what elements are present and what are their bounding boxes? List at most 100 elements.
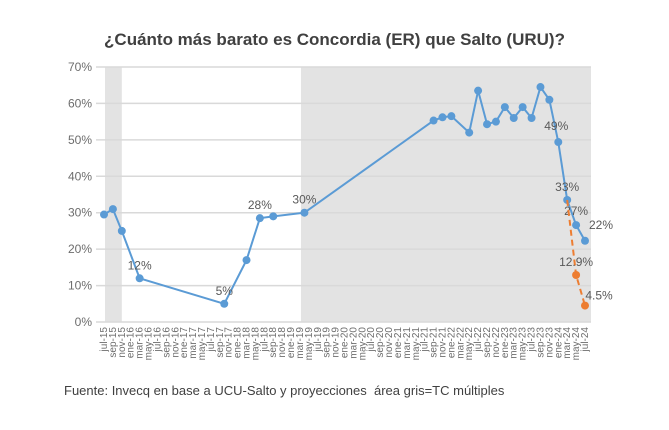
x-tick-label: mar-18 — [242, 327, 253, 359]
x-tick-label: mar-19 — [295, 327, 306, 359]
data-label: 49% — [544, 119, 568, 133]
data-label: 33% — [555, 180, 579, 194]
data-point — [135, 274, 144, 283]
data-label: 30% — [292, 193, 316, 207]
data-point — [255, 214, 264, 223]
x-tick-label: ene-20 — [340, 327, 351, 359]
x-tick-label: sep-21 — [429, 327, 440, 358]
data-point — [581, 236, 589, 245]
y-tick-label: 60% — [68, 96, 92, 110]
data-label: 5% — [216, 284, 234, 298]
shaded-period — [300, 67, 591, 322]
x-tick-label: mar-21 — [402, 327, 413, 359]
data-label: 28% — [248, 198, 272, 212]
data-point — [108, 205, 117, 214]
x-tick-label: may-20 — [357, 327, 368, 361]
y-tick-label: 30% — [68, 206, 92, 220]
y-tick-label: 70% — [68, 60, 92, 74]
data-label: 12% — [128, 258, 152, 272]
x-tick-label: mar-24 — [562, 327, 573, 359]
x-tick-label: ene-19 — [286, 327, 297, 359]
x-tick-label: mar-16 — [135, 327, 146, 359]
data-point — [554, 138, 563, 147]
x-tick-label: jul-18 — [259, 327, 270, 353]
x-tick-label: nov-16 — [170, 327, 181, 358]
data-point — [438, 113, 447, 122]
data-point — [527, 114, 536, 122]
data-point — [509, 114, 518, 122]
x-tick-label: sep-15 — [108, 327, 119, 358]
data-point — [572, 271, 581, 280]
shaded-period — [105, 67, 122, 322]
data-point — [465, 128, 474, 137]
data-point — [117, 226, 126, 235]
x-tick-label: ene-22 — [446, 327, 457, 359]
shading-note: área gris=TC múltiples — [374, 383, 505, 398]
x-tick-label: jul-21 — [420, 327, 431, 353]
x-tick-label: jul-17 — [206, 327, 217, 353]
y-tick-label: 50% — [68, 133, 92, 147]
data-point — [545, 95, 554, 104]
x-tick-label: mar-20 — [348, 327, 359, 359]
x-tick-label: may-16 — [144, 327, 155, 361]
x-tick-label: sep-17 — [215, 327, 226, 358]
chart-title: ¿Cuánto más barato es Concordia (ER) que… — [104, 30, 565, 49]
x-tick-label: ene-16 — [126, 327, 137, 359]
x-tick-label: sep-18 — [268, 327, 279, 358]
x-tick-label: may-17 — [197, 327, 208, 361]
x-tick-label: jul-16 — [152, 327, 163, 353]
x-tick-label: jul-23 — [527, 327, 538, 353]
data-point — [518, 103, 527, 112]
data-point — [100, 210, 108, 219]
x-tick-label: sep-20 — [375, 327, 386, 358]
y-tick-label: 20% — [68, 242, 92, 256]
data-label: 4.5% — [585, 289, 613, 303]
x-tick-label: may-21 — [411, 327, 422, 361]
x-tick-label: sep-16 — [161, 327, 172, 358]
data-point — [581, 301, 589, 310]
x-tick-label: sep-22 — [482, 327, 493, 358]
x-tick-label: nov-19 — [331, 327, 342, 358]
x-tick-label: ene-18 — [233, 327, 244, 359]
x-tick-label: nov-18 — [277, 327, 288, 358]
x-tick-label: jul-24 — [580, 327, 591, 353]
x-tick-label: nov-17 — [224, 327, 235, 358]
x-tick-label: ene-23 — [500, 327, 511, 359]
data-point — [536, 83, 545, 92]
x-tick-label: may-22 — [464, 327, 475, 361]
data-point — [300, 208, 309, 217]
x-tick-label: may-18 — [250, 327, 261, 361]
x-tick-label: mar-23 — [509, 327, 520, 359]
x-tick-label: sep-23 — [535, 327, 546, 358]
x-tick-label: may-19 — [304, 327, 315, 361]
y-tick-label: 10% — [68, 279, 92, 293]
data-point — [483, 120, 492, 129]
y-tick-label: 0% — [75, 315, 93, 329]
x-tick-label: jul-22 — [473, 327, 484, 353]
x-tick-label: nov-20 — [384, 327, 395, 358]
data-label: 12.9% — [559, 255, 593, 269]
x-tick-label: nov-15 — [117, 327, 128, 358]
data-label: 22% — [589, 218, 613, 232]
data-point — [447, 112, 456, 121]
x-tick-label: may-24 — [571, 327, 582, 361]
data-point — [242, 256, 251, 265]
x-tick-label: ene-24 — [553, 327, 564, 359]
x-tick-label: jul-15 — [99, 327, 110, 353]
x-tick-label: nov-22 — [491, 327, 502, 358]
data-point — [491, 117, 500, 126]
x-tick-label: jul-19 — [313, 327, 324, 353]
data-point — [269, 212, 278, 221]
x-tick-label: ene-21 — [393, 327, 404, 359]
data-point — [572, 221, 581, 230]
x-tick-label: ene-17 — [179, 327, 190, 359]
x-tick-label: sep-19 — [322, 327, 333, 358]
x-tick-label: nov-23 — [544, 327, 555, 358]
data-point — [474, 86, 483, 95]
x-tick-label: mar-22 — [455, 327, 466, 359]
x-tick-label: may-23 — [518, 327, 529, 361]
data-point — [220, 299, 229, 308]
data-point — [500, 103, 509, 112]
